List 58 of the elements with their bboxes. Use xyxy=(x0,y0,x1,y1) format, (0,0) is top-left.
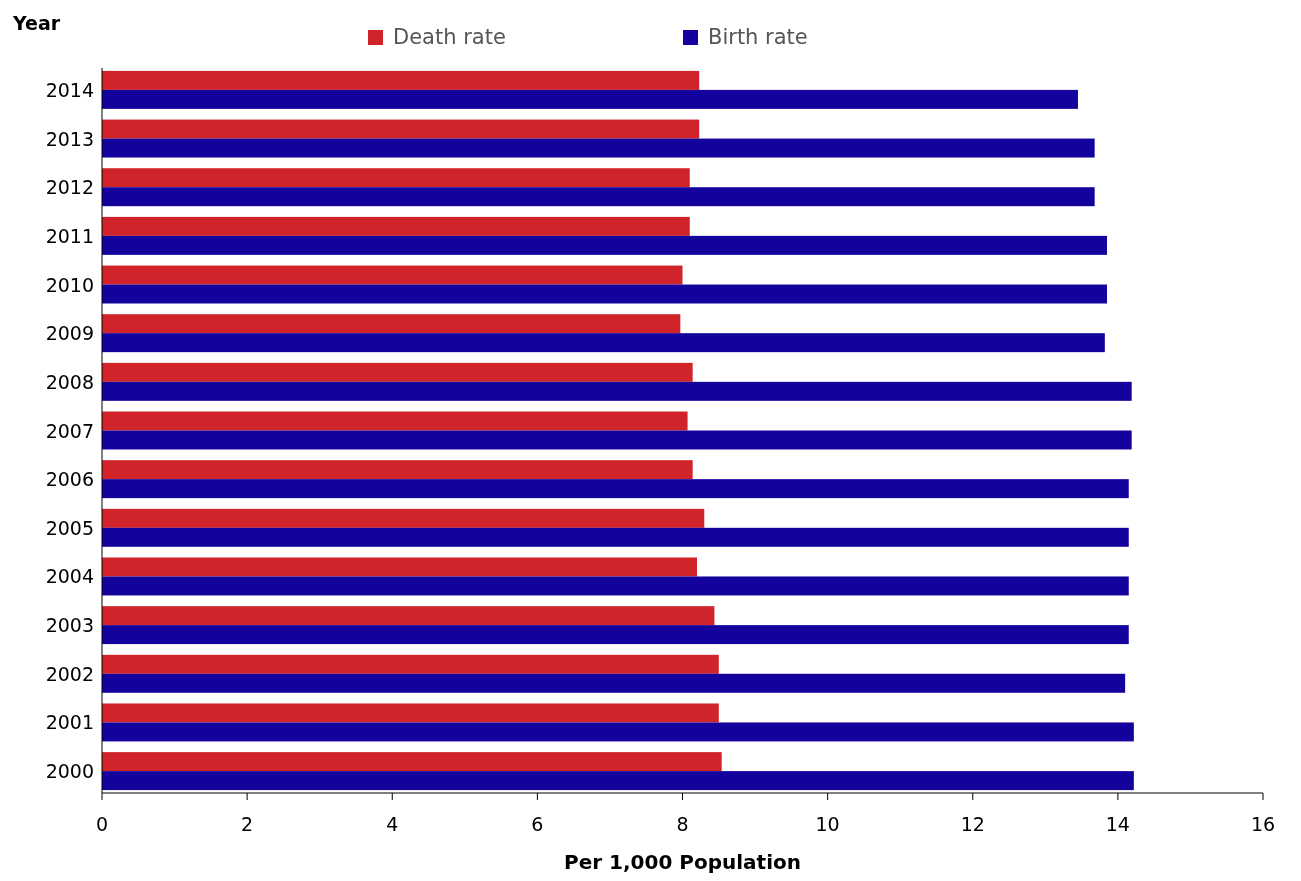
bar xyxy=(102,381,1132,401)
y-tick-label: 2010 xyxy=(45,273,94,296)
x-tick-label: 16 xyxy=(1250,813,1276,835)
bar xyxy=(102,606,715,626)
y-tick-label: 2009 xyxy=(45,322,94,345)
y-tick-label: 2011 xyxy=(45,224,94,247)
bar xyxy=(102,235,1107,255)
bar xyxy=(102,557,698,577)
bar xyxy=(102,119,700,139)
bar xyxy=(102,187,1095,207)
x-tick-label: 14 xyxy=(1105,813,1130,835)
bar xyxy=(102,703,719,723)
y-tick-label: 2014 xyxy=(45,78,94,101)
y-tick-label: 2007 xyxy=(45,419,94,442)
bar xyxy=(102,216,690,236)
x-tick-label: 8 xyxy=(676,813,689,835)
x-tick-label: 6 xyxy=(531,813,544,835)
bar xyxy=(102,479,1129,499)
bar xyxy=(102,430,1132,450)
bar xyxy=(102,460,693,480)
y-tick-label: 2004 xyxy=(45,565,94,588)
bar xyxy=(102,752,722,772)
bar xyxy=(102,508,705,528)
bar xyxy=(102,265,683,285)
legend-label: Death rate xyxy=(393,25,506,49)
y-tick-label: 2003 xyxy=(45,614,94,637)
x-tick-label: 12 xyxy=(960,813,985,835)
bar xyxy=(102,654,719,674)
bar xyxy=(102,527,1129,547)
y-tick-label: 2000 xyxy=(45,760,94,783)
bar xyxy=(102,314,681,334)
y-tick-label: 2002 xyxy=(45,662,94,685)
bar xyxy=(102,673,1126,693)
y-tick-label: 2006 xyxy=(45,468,94,491)
y-tick-label: 2005 xyxy=(45,516,94,539)
bar xyxy=(102,362,693,382)
bar xyxy=(102,722,1134,742)
x-axis-title: Per 1,000 Population xyxy=(564,850,801,874)
y-axis-title: Year xyxy=(12,12,61,34)
bar xyxy=(102,168,690,188)
y-tick-label: 2008 xyxy=(45,370,94,393)
legend-label: Birth rate xyxy=(708,25,808,49)
bar xyxy=(102,284,1107,304)
bar xyxy=(102,138,1095,158)
bar xyxy=(102,625,1129,645)
y-tick-label: 2001 xyxy=(45,711,94,734)
bar xyxy=(102,576,1129,596)
bar xyxy=(102,411,688,431)
bar xyxy=(102,70,700,90)
x-tick-label: 0 xyxy=(95,813,109,835)
bar xyxy=(102,333,1105,353)
y-tick-label: 2013 xyxy=(45,127,94,150)
bar xyxy=(102,771,1134,791)
y-tick-label: 2012 xyxy=(45,176,94,199)
bar xyxy=(102,89,1078,109)
x-tick-label: 10 xyxy=(815,813,840,835)
x-tick-label: 2 xyxy=(241,813,254,835)
x-tick-label: 4 xyxy=(386,813,399,835)
